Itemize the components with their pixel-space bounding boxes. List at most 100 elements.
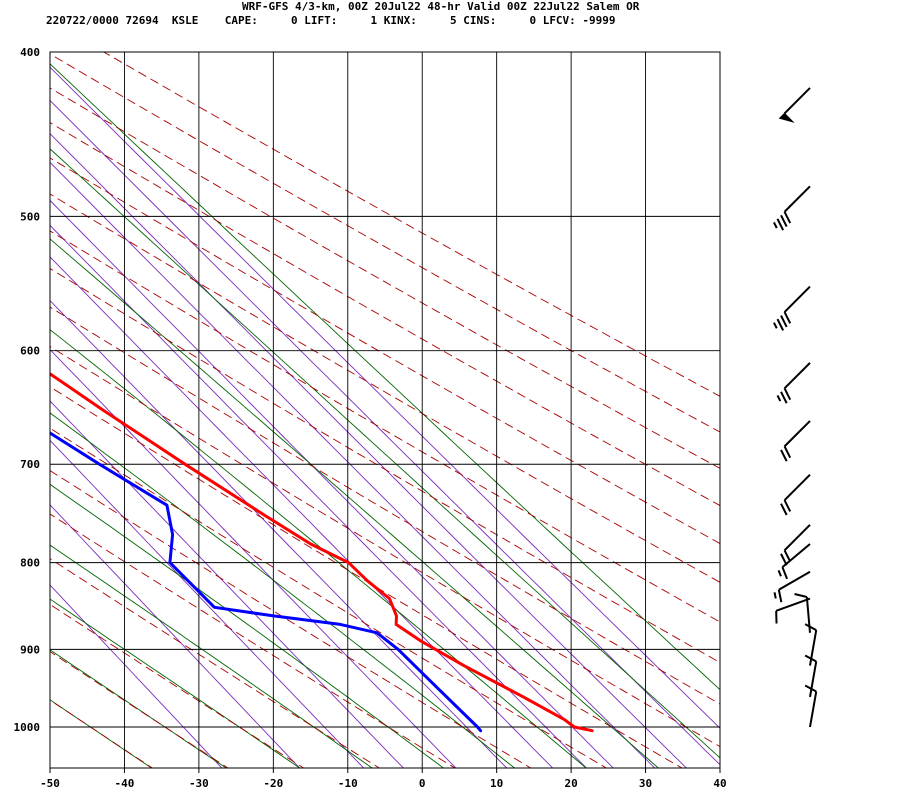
dry-adiabats (50, 52, 720, 768)
mixing-ratio-line (50, 161, 656, 768)
mixing-ratio-line (50, 99, 720, 766)
dry-adiabat (50, 427, 608, 768)
wind-barb-staff (775, 597, 811, 612)
temperature-profile-line (50, 371, 594, 733)
dry-adiabat (50, 53, 720, 433)
wind-barb-staff (781, 543, 811, 568)
wind-barb (804, 654, 818, 698)
wind-barb-full (780, 391, 788, 404)
mixing-ratio-line (50, 132, 688, 768)
moist-adiabat (50, 329, 587, 768)
wind-barb-staff (778, 570, 811, 591)
wind-barb-full (777, 589, 783, 603)
grid-lines (49, 51, 721, 768)
dry-adiabat (50, 513, 456, 768)
moist-adiabat (50, 148, 720, 759)
wind-barbs (773, 87, 818, 728)
wind-barb-full (783, 387, 792, 401)
y-tick-label: 500 (20, 210, 40, 223)
tick-labels: -50 -40 -30 -20 -10 0 10 20 30 40 400 500 600 700 800 9… (14, 46, 727, 790)
wind-barb (780, 524, 811, 566)
mixing-ratio-line (50, 299, 508, 768)
chart-title: WRF-GFS 4/3-km, 00Z 20Jul22 48-hr Valid … (242, 0, 640, 13)
wind-barb-full (783, 211, 792, 224)
moist-adiabat (50, 483, 445, 768)
wind-barb-full (804, 684, 817, 693)
wind-barb-full (794, 593, 808, 598)
wind-barb-staff (783, 524, 811, 551)
x-tick-label: -20 (263, 777, 283, 790)
dry-adiabat (50, 306, 720, 705)
mixing-ratio-line (50, 504, 301, 768)
dry-adiabat (50, 603, 305, 768)
wind-barb-flag (778, 112, 795, 123)
wind-barb-full (776, 218, 785, 231)
x-tick-label: -10 (338, 777, 358, 790)
wind-barb (794, 593, 811, 633)
moist-adiabat (50, 598, 301, 768)
x-tick-label: -30 (189, 777, 209, 790)
mixing-ratio-line (50, 66, 720, 729)
dry-adiabat (50, 470, 532, 768)
wind-barb-staff (783, 473, 811, 501)
x-tick-label: 30 (639, 777, 652, 790)
sounding-series (50, 371, 594, 733)
wind-barb-full (804, 623, 817, 632)
wind-barb-half (773, 221, 778, 229)
mixing-ratio-line (50, 348, 457, 768)
wind-barb (804, 684, 818, 728)
dry-adiabat (50, 122, 720, 507)
dry-adiabat (50, 87, 720, 469)
wind-barb-half (777, 569, 782, 577)
wind-barb-full (781, 566, 789, 580)
dry-adiabat (50, 230, 720, 623)
x-tick-label: 0 (419, 777, 426, 790)
wind-barb-staff (783, 362, 811, 390)
wind-barb-staff (809, 691, 818, 728)
station-index-line: 220722/0000 72694 KSLE CAPE: 0 LIFT: 1 K… (46, 14, 616, 27)
y-tick-label: 600 (20, 345, 40, 358)
dry-adiabat (102, 52, 720, 397)
wind-barb-full (783, 445, 792, 459)
mixing-ratio-line (50, 256, 554, 768)
wind-barb-staff (809, 661, 818, 698)
wind-barb-half (776, 394, 782, 402)
y-tick-label: 700 (20, 458, 40, 471)
wind-barb-full (780, 214, 788, 228)
y-tick-label: 800 (20, 557, 40, 570)
x-tick-label: 20 (564, 777, 577, 790)
wind-barb (773, 285, 811, 331)
wind-barb-full (780, 315, 788, 328)
mixing-ratio-line (50, 439, 365, 768)
x-tick-label: -40 (115, 777, 135, 790)
wind-barb (778, 87, 811, 123)
wind-barb (773, 570, 811, 603)
wind-barb-staff (783, 285, 811, 313)
wind-barb-full (780, 503, 788, 516)
moist-adiabat (50, 544, 373, 768)
wind-barb (773, 185, 811, 231)
x-tick-label: -50 (40, 777, 60, 790)
wind-barb (780, 420, 811, 462)
wind-barb (780, 473, 811, 516)
wind-barb (777, 543, 811, 580)
mixing-ratio-line (50, 224, 588, 768)
wind-barb-full (783, 311, 792, 324)
y-tick-label: 1000 (14, 721, 41, 734)
x-tick-label: 40 (713, 777, 726, 790)
wind-barb-full (776, 318, 785, 331)
plot-frame (49, 51, 721, 769)
wind-barb (776, 362, 811, 404)
dry-adiabat (50, 558, 381, 768)
mixing-ratio-line (50, 400, 405, 768)
moist-adiabat (50, 412, 516, 768)
dry-adiabat (50, 268, 720, 664)
dry-adiabat (50, 157, 720, 545)
dewpoint-profile-line (50, 431, 483, 733)
wind-barb-full (783, 549, 792, 563)
mixing-ratio-lines (50, 66, 720, 768)
chart-header: WRF-GFS 4/3-km, 00Z 20Jul22 48-hr Valid … (0, 0, 900, 34)
y-tick-label: 400 (20, 46, 40, 59)
mixing-ratio-line (50, 584, 223, 768)
